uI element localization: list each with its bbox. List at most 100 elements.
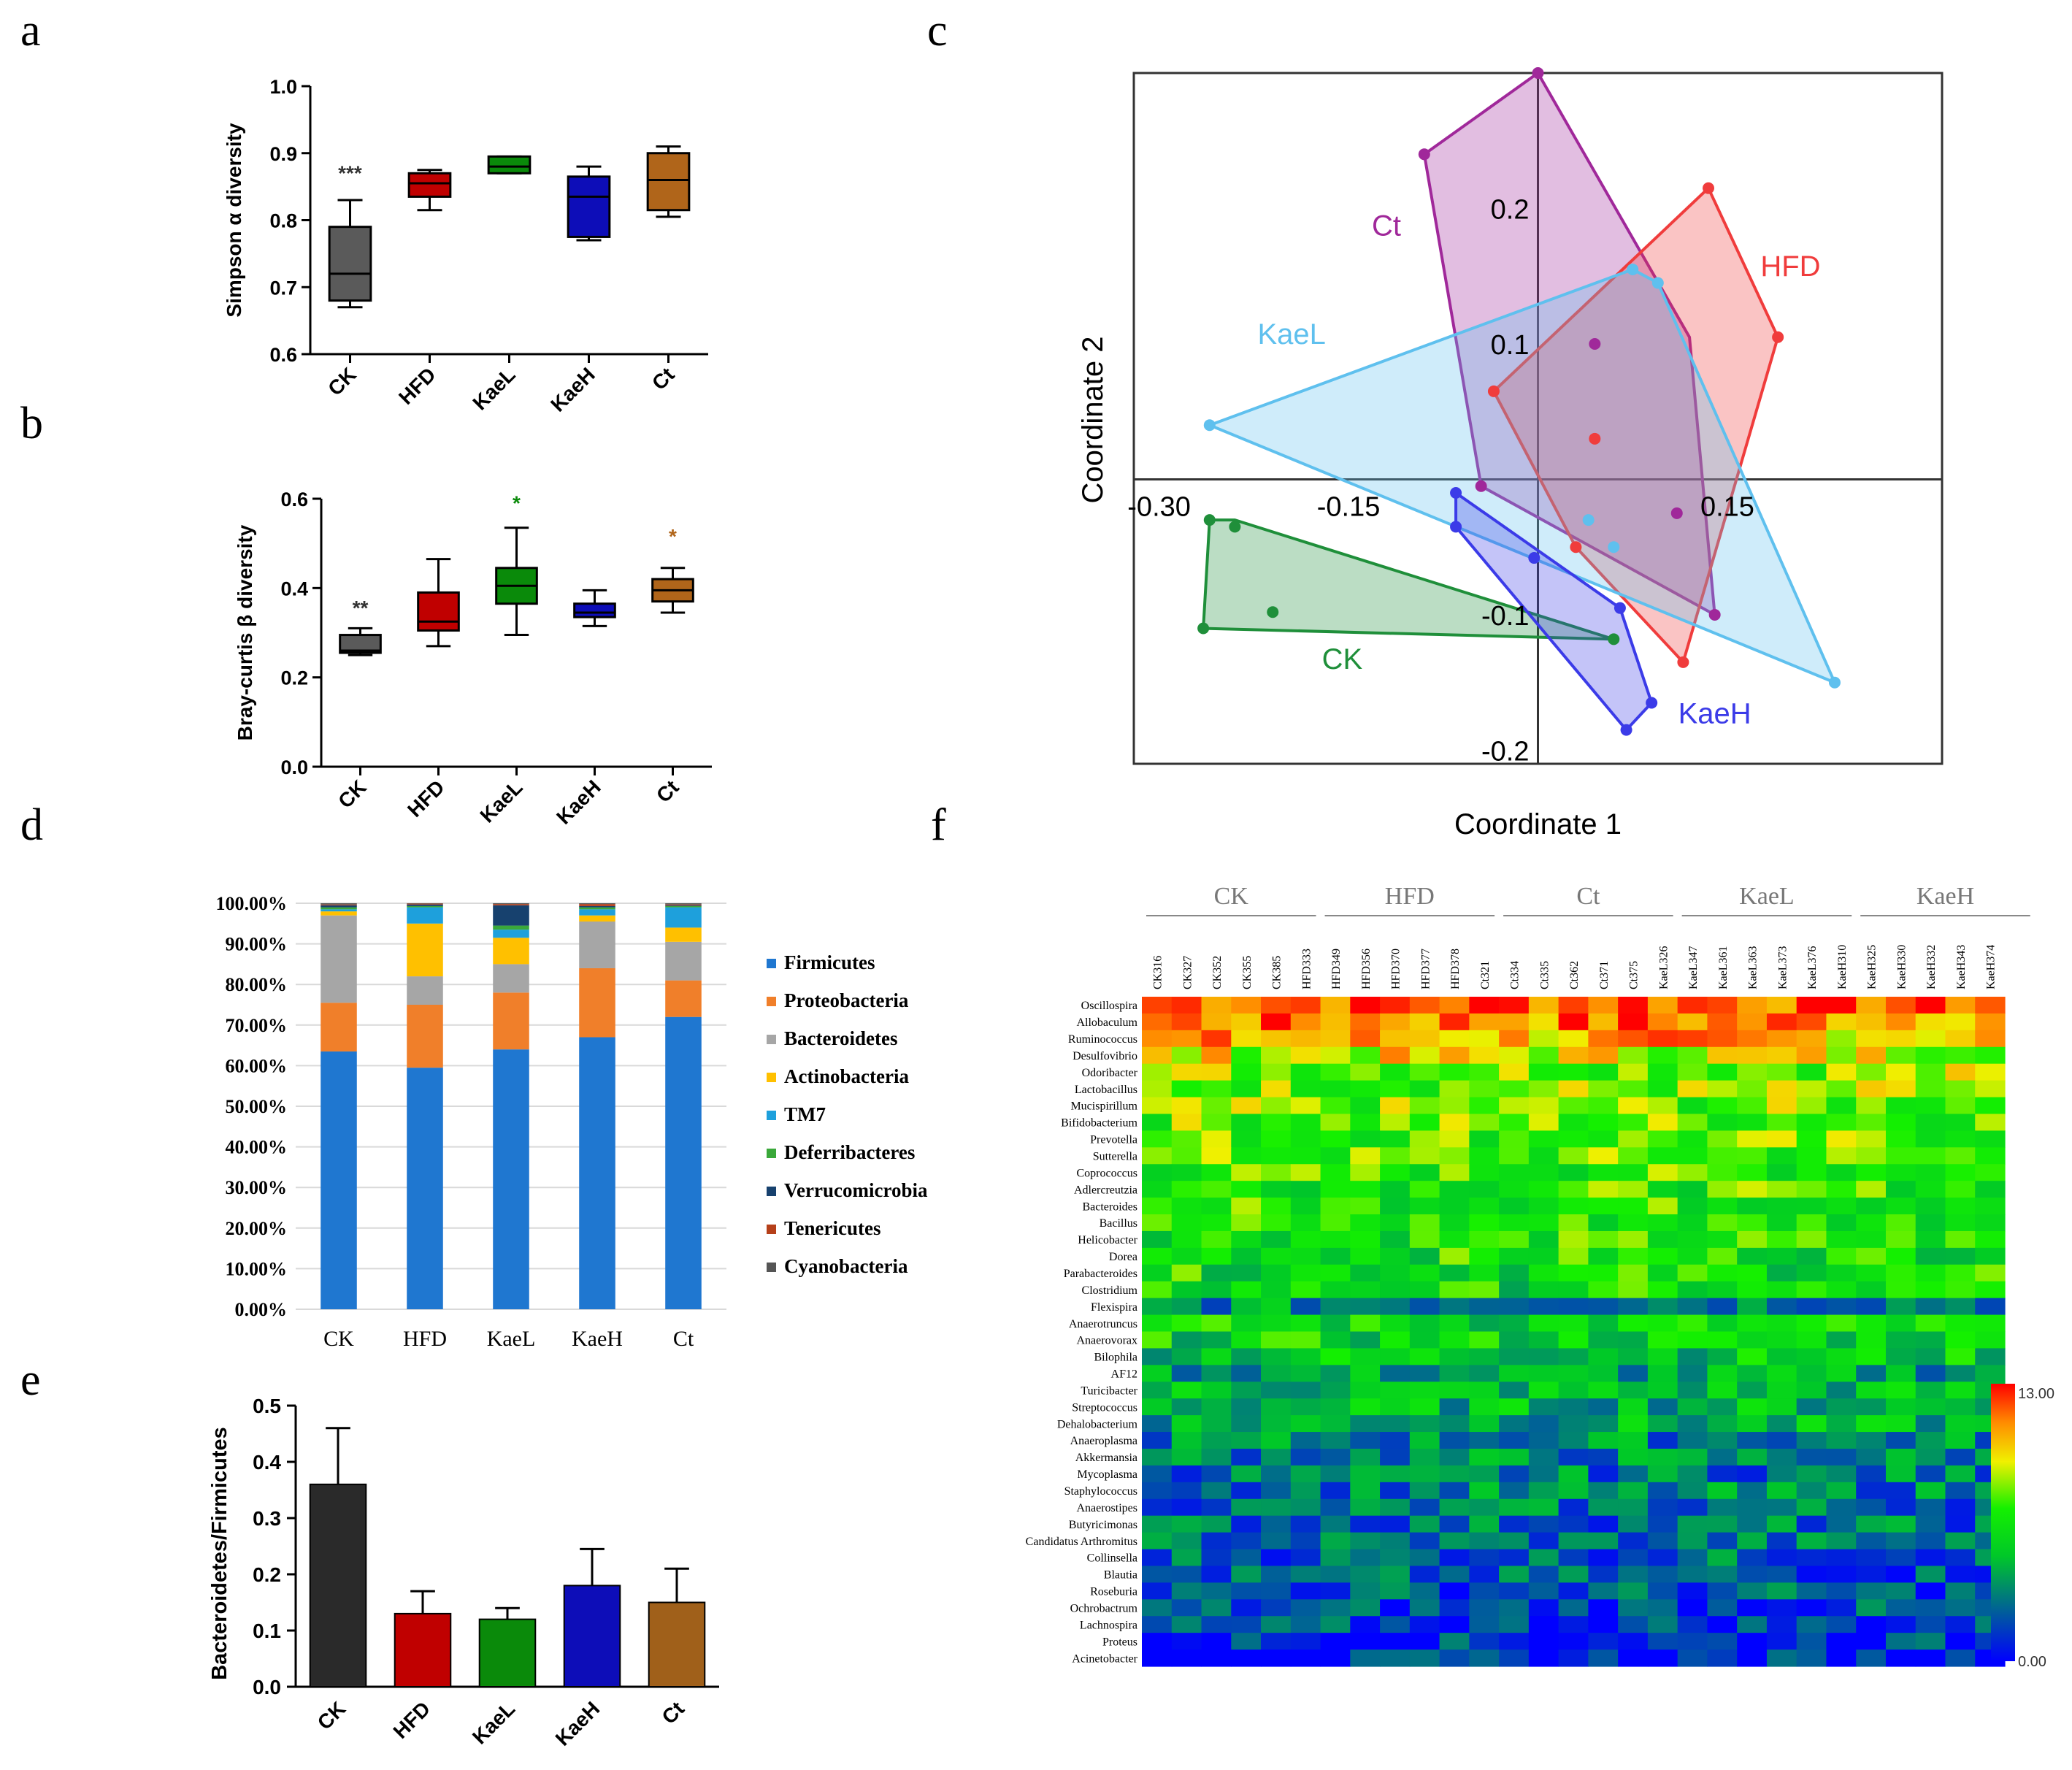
heatmap-cell: [1885, 1582, 1916, 1600]
heatmap-cell: [1439, 1515, 1470, 1533]
heatmap-cell: [1588, 1147, 1619, 1165]
x-tick-label: CK: [323, 363, 361, 400]
hull-Ct: [1422, 71, 1716, 618]
segment-TM7: [493, 930, 529, 938]
heatmap-cell: [1826, 1549, 1857, 1567]
heatmap-cell: [1231, 1046, 1262, 1065]
heatmap-cell: [1380, 1633, 1411, 1650]
column-label: KaeL363: [1747, 946, 1760, 989]
heatmap-cell: [1261, 1498, 1292, 1517]
heatmap-cell: [1499, 1247, 1530, 1265]
heatmap-cell: [1142, 1566, 1173, 1583]
group-label-KaeL: KaeL: [1258, 318, 1326, 350]
heatmap-cell: [1290, 1063, 1321, 1081]
heatmap-cell: [1409, 1532, 1440, 1550]
heatmap-cell: [1885, 1532, 1916, 1550]
x-tick-label: KaeH: [546, 363, 599, 416]
heatmap-cell: [1439, 1549, 1470, 1567]
heatmap-cell: [1469, 1465, 1500, 1483]
heatmap-cell: [1439, 1130, 1470, 1148]
heatmap-cell: [1320, 1030, 1351, 1048]
heatmap-cell: [1588, 1448, 1619, 1466]
heatmap-cell: [1826, 1348, 1857, 1365]
heatmap-cell: [1647, 1281, 1678, 1299]
heatmap-cell: [1856, 1365, 1887, 1382]
segment-Deferribacteres: [493, 925, 529, 930]
heatmap-cell: [1647, 1264, 1678, 1282]
heatmap-cell: [1856, 1566, 1887, 1583]
heatmap-cell: [1290, 1382, 1321, 1399]
heatmap-cell: [1380, 1198, 1411, 1215]
heatmap-cell: [1766, 1198, 1797, 1215]
heatmap-cell: [1380, 1398, 1411, 1416]
heatmap-cell: [1826, 1482, 1857, 1500]
heatmap-cell: [1826, 1314, 1857, 1333]
column-label: KaeH332: [1925, 945, 1938, 989]
heatmap-cell: [1350, 1114, 1381, 1131]
heatmap-cell: [1856, 1114, 1887, 1131]
heatmap-cell: [1380, 1415, 1411, 1433]
heatmap-cell: [1945, 997, 1976, 1014]
heatmap-cell: [1677, 1599, 1708, 1617]
heatmap-cell: [1231, 1230, 1262, 1249]
heatmap-cell: [1469, 1532, 1500, 1550]
row-label: Anaerovorax: [1076, 1335, 1137, 1347]
heatmap-cell: [1201, 1198, 1232, 1215]
heatmap-cell: [1796, 1633, 1827, 1650]
heatmap-cell: [1856, 1599, 1887, 1617]
x-tick-label: CK: [334, 775, 371, 813]
box-HFD: [417, 591, 460, 632]
panel-a-simpson-boxplot: 0.6 0.7 0.8 0.9 1.0 Simpson α diversity CK HFD K…: [223, 76, 708, 416]
heatmap-cell: [1766, 1566, 1797, 1583]
heatmap-cell: [1290, 1482, 1321, 1500]
heatmap-cell: [1647, 1348, 1678, 1365]
heatmap-cell: [1409, 1650, 1440, 1667]
heatmap-cell: [1796, 1046, 1827, 1065]
column-label: CK355: [1241, 956, 1254, 989]
heatmap-cell: [1350, 1063, 1381, 1081]
heatmap-cell: [1231, 1331, 1262, 1349]
heatmap-cell: [1885, 1214, 1916, 1232]
heatmap-cell: [1528, 1532, 1559, 1550]
heatmap-cell: [1558, 1247, 1589, 1265]
heatmap-cell: [1142, 1063, 1173, 1081]
heatmap-cell: [1231, 1616, 1262, 1633]
heatmap-cell: [1320, 1230, 1351, 1249]
x-tick-label: HFD: [394, 363, 440, 409]
panel-b-label: b: [20, 399, 43, 448]
heatmap-cell: [1707, 1130, 1738, 1148]
point-CK: [1229, 521, 1241, 533]
heatmap-cell: [1588, 1097, 1619, 1115]
column-label: HFD349: [1330, 949, 1343, 989]
y-tick-label: 10.00%: [226, 1258, 288, 1279]
heatmap-cell: [1558, 1382, 1589, 1399]
heatmap-cell: [1647, 1080, 1678, 1098]
heatmap-cell: [1290, 1633, 1321, 1650]
heatmap-cell: [1380, 1230, 1411, 1249]
heatmap-cell: [1231, 1415, 1262, 1433]
heatmap-cell: [1618, 1013, 1649, 1031]
heatmap-cell: [1856, 1382, 1887, 1399]
heatmap-cell: [1737, 1616, 1768, 1633]
heatmap-cell: [1707, 1465, 1738, 1483]
heatmap-cell: [1320, 1415, 1351, 1433]
heatmap-cell: [1469, 1164, 1500, 1181]
row-label: Lactobacillus: [1075, 1084, 1137, 1096]
legend-label-Deferribacteres: Deferribacteres: [784, 1141, 915, 1163]
x-tick-label: -0.15: [1317, 491, 1381, 522]
heatmap-cell: [1707, 1582, 1738, 1600]
segment-Verrucomicrobia: [665, 905, 702, 906]
heatmap-cell: [1380, 1114, 1411, 1131]
heatmap-cell: [1380, 1030, 1411, 1048]
heatmap-cell: [1588, 1549, 1619, 1567]
heatmap-cell: [1320, 1365, 1351, 1382]
y-axis-label: Coordinate 2: [1077, 336, 1109, 503]
heatmap-cell: [1439, 1046, 1470, 1065]
heatmap-cell: [1915, 1448, 1946, 1466]
heatmap-cell: [1261, 1298, 1292, 1316]
heatmap-cell: [1142, 1030, 1173, 1048]
heatmap-cell: [1409, 1080, 1440, 1098]
y-tick-label: 0.5: [253, 1395, 281, 1417]
heatmap-cell: [1945, 1650, 1976, 1667]
heatmap-cell: [1528, 1348, 1559, 1365]
